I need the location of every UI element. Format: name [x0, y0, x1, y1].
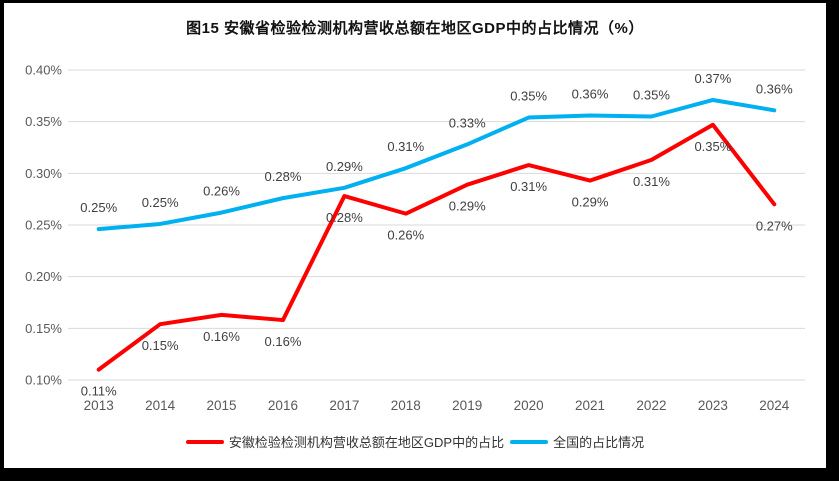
data-label-0: 0.35%	[694, 139, 731, 154]
y-axis-tick-label: 0.10%	[25, 373, 62, 388]
legend-item-national: 全国的占比情况	[510, 432, 644, 451]
data-label-0: 0.29%	[449, 199, 486, 214]
legend-line-swatch-red	[185, 439, 224, 444]
legend-label-national: 全国的占比情况	[553, 435, 645, 450]
data-label-1: 0.28%	[265, 169, 302, 184]
data-label-1: 0.35%	[510, 89, 547, 104]
data-label-1: 0.33%	[449, 115, 486, 130]
y-axis-tick-label: 0.20%	[25, 269, 62, 284]
data-label-1: 0.37%	[694, 71, 731, 86]
data-label-1: 0.36%	[572, 86, 609, 101]
data-label-0: 0.29%	[572, 195, 609, 210]
legend-line-swatch-blue	[510, 439, 549, 444]
chart-legend: 安徽检验检测机构营收总额在地区GDP中的占比 全国的占比情况	[4, 432, 826, 451]
data-label-1: 0.25%	[80, 200, 117, 215]
y-axis-tick-label: 0.25%	[25, 218, 62, 233]
line-chart-plot: 0.10% 0.15% 0.20% 0.25% 0.30% 0.35% 0.40% 2013 2…	[25, 63, 805, 413]
y-axis-tick-label: 0.15%	[25, 321, 62, 336]
data-label-0: 0.27%	[756, 218, 793, 233]
data-label-1: 0.25%	[142, 195, 179, 210]
x-axis-tick-label: 2019	[452, 398, 482, 413]
data-label-0: 0.31%	[633, 174, 670, 189]
data-label-1: 0.35%	[633, 88, 670, 103]
series-line-0	[96, 122, 777, 372]
data-label-1: 0.29%	[326, 159, 363, 174]
x-axis-tick-label: 2013	[84, 398, 114, 413]
data-label-1: 0.26%	[203, 184, 240, 199]
series-line-1	[96, 97, 777, 232]
data-label-0: 0.16%	[265, 334, 302, 349]
data-label-0: 0.26%	[387, 228, 424, 243]
x-axis-tick-label: 2018	[391, 398, 421, 413]
data-label-0: 0.15%	[142, 338, 179, 353]
x-axis-tick-label: 2015	[207, 398, 237, 413]
legend-label-anhui: 安徽检验检测机构营收总额在地区GDP中的占比	[228, 435, 505, 450]
y-axis-tick-label: 0.30%	[25, 166, 62, 181]
x-axis-tick-label: 2021	[575, 398, 605, 413]
x-axis-tick-label: 2017	[329, 398, 359, 413]
x-axis-tick-label: 2020	[514, 398, 544, 413]
legend-item-anhui: 安徽检验检测机构营收总额在地区GDP中的占比	[185, 432, 505, 451]
data-label-0: 0.16%	[203, 329, 240, 344]
y-axis-tick-label: 0.35%	[25, 114, 62, 129]
data-label-0: 0.28%	[326, 210, 363, 225]
x-axis-tick-label: 2014	[145, 398, 176, 413]
chart-title: 图15 安徽省检验检测机构营收总额在地区GDP中的占比情况（%）	[186, 20, 644, 37]
x-axis-tick-label: 2023	[698, 398, 728, 413]
x-axis-tick-label: 2024	[759, 398, 790, 413]
y-axis-tick-label: 0.40%	[25, 63, 62, 78]
data-label-1: 0.31%	[387, 139, 424, 154]
data-label-0: 0.31%	[510, 179, 547, 194]
x-axis-tick-label: 2016	[268, 398, 298, 413]
x-axis-tick-label: 2022	[636, 398, 666, 413]
data-label-1: 0.36%	[756, 81, 793, 96]
data-label-0: 0.11%	[81, 384, 117, 399]
